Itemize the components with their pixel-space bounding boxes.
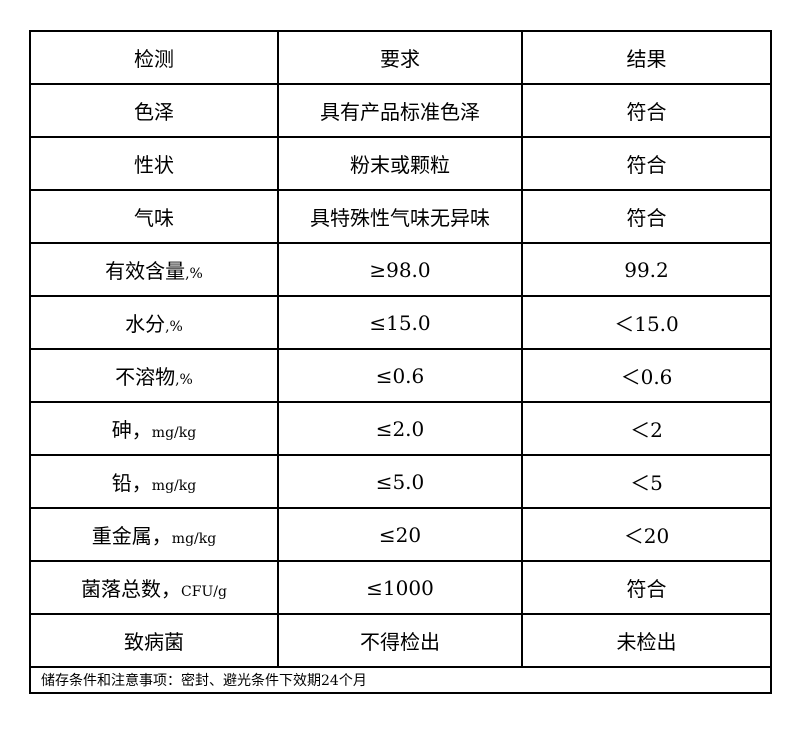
footer-row: 储存条件和注意事项：密封、避光条件下效期24个月: [29, 666, 772, 694]
item-name: 致病菌: [124, 630, 184, 654]
result-cell: ＜2: [521, 401, 772, 456]
requirement-cell: 粉末或颗粒: [277, 136, 523, 191]
header-row: 检测 要求 结果: [29, 30, 772, 85]
result-cell: 符合: [521, 189, 772, 244]
item-name: 砷，: [111, 418, 152, 442]
test-item: 砷，mg/kg: [29, 401, 279, 456]
item-unit: mg/kg: [151, 478, 197, 494]
table-row: 重金属，mg/kg ≤20 ＜20: [29, 507, 772, 562]
test-item: 色泽: [29, 83, 279, 138]
test-item: 有效含量,%: [29, 242, 279, 297]
test-item: 菌落总数，CFU/g: [29, 560, 279, 615]
result-cell: ＜0.6: [521, 348, 772, 403]
item-name: 色泽: [134, 100, 174, 124]
result-cell: 未检出: [521, 613, 772, 668]
test-item: 铅，mg/kg: [29, 454, 279, 509]
item-name: 菌落总数，: [81, 577, 182, 601]
table-row: 水分,% ≤15.0 ＜15.0: [29, 295, 772, 350]
table-row: 色泽 具有产品标准色泽 符合: [29, 83, 772, 138]
item-unit: mg/kg: [171, 531, 217, 547]
item-unit: ,%: [165, 319, 183, 335]
header-result: 结果: [521, 30, 772, 85]
result-cell: ＜20: [521, 507, 772, 562]
requirement-cell: 具有产品标准色泽: [277, 83, 523, 138]
table-row: 菌落总数，CFU/g ≤1000 符合: [29, 560, 772, 615]
result-cell: 99.2: [521, 242, 772, 297]
item-name: 有效含量: [105, 259, 186, 283]
requirement-cell: ≤15.0: [277, 295, 523, 350]
result-cell: ＜5: [521, 454, 772, 509]
requirement-cell: ≤5.0: [277, 454, 523, 509]
item-unit: CFU/g: [181, 584, 227, 600]
item-unit: mg/kg: [151, 425, 197, 441]
requirement-cell: 具特殊性气味无异味: [277, 189, 523, 244]
result-cell: 符合: [521, 136, 772, 191]
table-row: 不溶物,% ≤0.6 ＜0.6: [29, 348, 772, 403]
table-row: 有效含量,% ≥98.0 99.2: [29, 242, 772, 297]
header-test: 检测: [29, 30, 279, 85]
table-row: 性状 粉末或颗粒 符合: [29, 136, 772, 191]
table-row: 气味 具特殊性气味无异味 符合: [29, 189, 772, 244]
item-name: 水分: [125, 312, 166, 336]
requirement-cell: ≤2.0: [277, 401, 523, 456]
item-unit: ,%: [185, 266, 203, 282]
test-item: 不溶物,%: [29, 348, 279, 403]
result-cell: ＜15.0: [521, 295, 772, 350]
table-row: 砷，mg/kg ≤2.0 ＜2: [29, 401, 772, 456]
requirement-cell: ≤1000: [277, 560, 523, 615]
item-unit: ,%: [175, 372, 193, 388]
requirement-cell: ≤0.6: [277, 348, 523, 403]
item-name: 气味: [134, 206, 174, 230]
item-name: 铅，: [111, 471, 152, 495]
inspection-table: 检测 要求 结果 色泽 具有产品标准色泽 符合 性状 粉末或颗粒 符合 气味 具特殊…: [29, 30, 772, 694]
test-item: 致病菌: [29, 613, 279, 668]
item-name: 性状: [134, 153, 174, 177]
test-item: 水分,%: [29, 295, 279, 350]
table-row: 铅，mg/kg ≤5.0 ＜5: [29, 454, 772, 509]
header-requirement: 要求: [277, 30, 523, 85]
item-name: 不溶物: [115, 365, 176, 389]
test-item: 性状: [29, 136, 279, 191]
requirement-cell: 不得检出: [277, 613, 523, 668]
result-cell: 符合: [521, 560, 772, 615]
result-cell: 符合: [521, 83, 772, 138]
requirement-cell: ≤20: [277, 507, 523, 562]
test-item: 气味: [29, 189, 279, 244]
item-name: 重金属，: [91, 524, 172, 548]
test-item: 重金属，mg/kg: [29, 507, 279, 562]
table-row: 致病菌 不得检出 未检出: [29, 613, 772, 668]
requirement-cell: ≥98.0: [277, 242, 523, 297]
storage-note: 储存条件和注意事项：密封、避光条件下效期24个月: [29, 666, 772, 694]
